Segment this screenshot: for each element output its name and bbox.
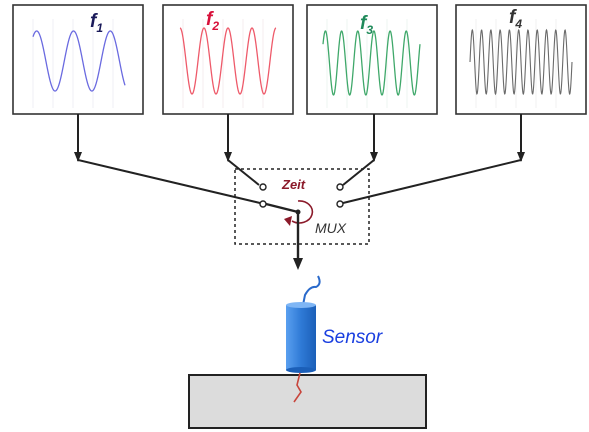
- time-label: Zeit: [281, 177, 306, 192]
- sensor-label: Sensor: [322, 327, 383, 348]
- sine-wave-f2: [179, 27, 277, 95]
- output-arrowhead: [293, 258, 303, 270]
- signal-panel-f1: f1: [12, 4, 144, 115]
- frequency-label-f2: f2: [206, 9, 219, 33]
- wire-f4: [342, 114, 522, 204]
- frequency-label-f4: f4: [509, 7, 522, 31]
- sensor-cable: [302, 275, 321, 306]
- arrowheads: [74, 152, 525, 162]
- sine-wave-f4: [469, 28, 573, 96]
- time-rotation-arrowhead: [284, 216, 292, 226]
- sine-wave-f3: [322, 30, 421, 96]
- wire-f2: [227, 114, 260, 186]
- test-plate: [188, 374, 427, 429]
- arrowhead-f4: [517, 152, 525, 162]
- switch-contacts: [259, 183, 344, 208]
- contact-f3: [336, 183, 344, 191]
- contact-f1: [259, 200, 267, 208]
- wire-f1: [77, 114, 261, 204]
- mux-label: MUX: [315, 220, 347, 236]
- arrowhead-f2: [224, 152, 232, 162]
- contact-f2: [259, 183, 267, 191]
- signal-panel-f4: f4: [455, 4, 587, 115]
- probe-signal: [293, 372, 302, 403]
- sensor-body: [286, 302, 316, 373]
- frequency-label-f3: f3: [360, 13, 373, 37]
- frequency-label-f1: f1: [90, 11, 103, 35]
- switch-arm: [265, 202, 299, 214]
- sine-wave-f1: [32, 30, 126, 92]
- arrowhead-f1: [74, 152, 82, 162]
- signal-panel-f3: f3: [306, 4, 438, 115]
- arrowhead-f3: [370, 152, 378, 162]
- mux-box: [234, 168, 370, 245]
- contact-f4: [336, 200, 344, 208]
- signal-panel-f2: f2: [162, 4, 294, 115]
